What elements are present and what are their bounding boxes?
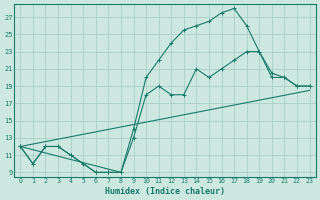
X-axis label: Humidex (Indice chaleur): Humidex (Indice chaleur) <box>105 187 225 196</box>
